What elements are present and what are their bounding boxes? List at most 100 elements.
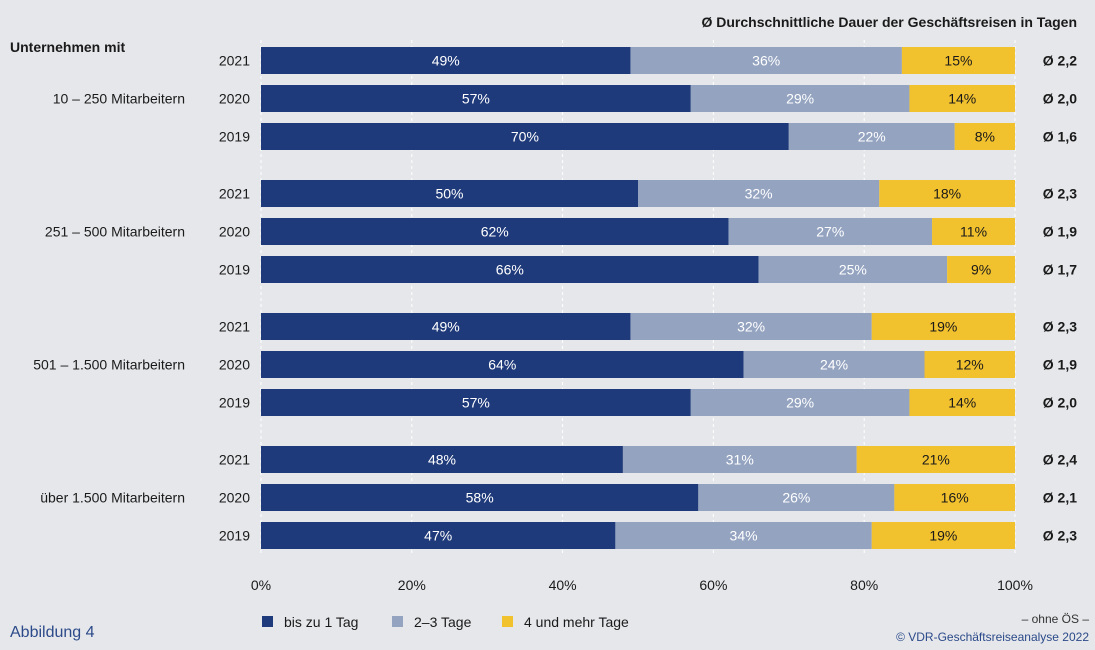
bar-segment bbox=[932, 218, 1015, 245]
bar-segment bbox=[728, 218, 933, 245]
bar-segment bbox=[901, 47, 1015, 74]
avg-value: Ø 1,7 bbox=[1043, 262, 1077, 278]
year-label: 2019 bbox=[219, 528, 250, 544]
bar-segment bbox=[630, 313, 872, 340]
avg-header: Ø Durchschnittliche Dauer der Geschäftsr… bbox=[701, 14, 1077, 30]
bar-segment bbox=[261, 389, 691, 416]
bar-segment bbox=[261, 218, 729, 245]
bar-segment bbox=[615, 522, 872, 549]
bar-value-label: 14% bbox=[948, 91, 976, 107]
bar-value-label: 9% bbox=[971, 262, 991, 278]
x-tick-label: 80% bbox=[850, 577, 878, 593]
bar-value-label: 16% bbox=[941, 490, 969, 506]
bar-segment bbox=[261, 85, 691, 112]
bar-segment bbox=[261, 47, 631, 74]
year-label: 2019 bbox=[219, 129, 250, 145]
bar-segment bbox=[894, 484, 1015, 511]
bar-segment bbox=[638, 180, 880, 207]
year-label: 2020 bbox=[219, 224, 250, 240]
group-label: über 1.500 Mitarbeitern bbox=[40, 490, 185, 506]
bar-segment bbox=[909, 85, 1015, 112]
bar-value-label: 49% bbox=[432, 53, 460, 69]
figure-label: Abbildung 4 bbox=[10, 624, 95, 641]
bar-value-label: 8% bbox=[975, 129, 995, 145]
avg-value: Ø 2,3 bbox=[1043, 319, 1077, 335]
row-header: Unternehmen mit bbox=[10, 39, 125, 55]
legend-label: 2–3 Tage bbox=[414, 614, 472, 630]
copyright: © VDR-Geschäftsreiseanalyse 2022 bbox=[896, 630, 1089, 644]
legend-swatch bbox=[502, 616, 513, 627]
legend-swatch bbox=[392, 616, 403, 627]
bar-segment bbox=[856, 446, 1015, 473]
bar-value-label: 62% bbox=[481, 224, 509, 240]
bar-value-label: 32% bbox=[745, 186, 773, 202]
year-label: 2021 bbox=[219, 53, 250, 69]
bar-value-label: 14% bbox=[948, 395, 976, 411]
bar-segment bbox=[788, 123, 955, 150]
year-label: 2019 bbox=[219, 262, 250, 278]
avg-value: Ø 2,0 bbox=[1043, 395, 1077, 411]
bar-value-label: 64% bbox=[488, 357, 516, 373]
year-label: 2020 bbox=[219, 490, 250, 506]
x-tick-label: 60% bbox=[699, 577, 727, 593]
bar-value-label: 31% bbox=[726, 452, 754, 468]
bar-segment bbox=[743, 351, 925, 378]
avg-value: Ø 2,3 bbox=[1043, 528, 1077, 544]
bar-value-label: 36% bbox=[752, 53, 780, 69]
bar-value-label: 18% bbox=[933, 186, 961, 202]
bar-segment bbox=[261, 313, 631, 340]
bar-segment bbox=[690, 389, 910, 416]
bar-segment bbox=[622, 446, 857, 473]
bar-value-label: 50% bbox=[435, 186, 463, 202]
bar-value-label: 49% bbox=[432, 319, 460, 335]
avg-value: Ø 1,9 bbox=[1043, 357, 1077, 373]
bar-value-label: 15% bbox=[944, 53, 972, 69]
bar-value-label: 19% bbox=[929, 528, 957, 544]
bar-segment bbox=[871, 522, 1015, 549]
bar-value-label: 34% bbox=[730, 528, 758, 544]
year-label: 2021 bbox=[219, 186, 250, 202]
bar-segment bbox=[758, 256, 948, 283]
bar-segment bbox=[261, 256, 759, 283]
legend-label: 4 und mehr Tage bbox=[524, 614, 629, 630]
bar-value-label: 47% bbox=[424, 528, 452, 544]
bar-segment bbox=[909, 389, 1015, 416]
year-label: 2021 bbox=[219, 452, 250, 468]
group-label: 251 – 500 Mitarbeitern bbox=[45, 224, 185, 240]
avg-value: Ø 2,3 bbox=[1043, 186, 1077, 202]
bar-segment bbox=[261, 123, 789, 150]
bar-value-label: 58% bbox=[466, 490, 494, 506]
avg-value: Ø 1,9 bbox=[1043, 224, 1077, 240]
x-tick-label: 40% bbox=[549, 577, 577, 593]
group-label: 501 – 1.500 Mitarbeitern bbox=[33, 357, 185, 373]
avg-value: Ø 2,2 bbox=[1043, 53, 1077, 69]
bar-value-label: 57% bbox=[462, 91, 490, 107]
x-tick-label: 0% bbox=[251, 577, 271, 593]
bar-segment bbox=[690, 85, 910, 112]
bar-value-label: 21% bbox=[922, 452, 950, 468]
bar-segment bbox=[947, 256, 1015, 283]
year-label: 2019 bbox=[219, 395, 250, 411]
bar-value-label: 57% bbox=[462, 395, 490, 411]
bar-value-label: 25% bbox=[839, 262, 867, 278]
avg-value: Ø 2,1 bbox=[1043, 490, 1077, 506]
bar-segment bbox=[261, 522, 616, 549]
avg-value: Ø 2,0 bbox=[1043, 91, 1077, 107]
bar-segment bbox=[261, 484, 699, 511]
x-tick-label: 20% bbox=[398, 577, 426, 593]
year-label: 2021 bbox=[219, 319, 250, 335]
year-label: 2020 bbox=[219, 91, 250, 107]
bar-value-label: 11% bbox=[960, 224, 987, 240]
bar-segment bbox=[879, 180, 1015, 207]
bar-segment bbox=[630, 47, 902, 74]
bar-value-label: 48% bbox=[428, 452, 456, 468]
footnote: – ohne ÖS – bbox=[1021, 612, 1089, 626]
bar-value-label: 12% bbox=[956, 357, 984, 373]
bar-segment bbox=[261, 180, 638, 207]
year-label: 2020 bbox=[219, 357, 250, 373]
group-label: 10 – 250 Mitarbeitern bbox=[53, 91, 185, 107]
bar-segment bbox=[261, 351, 744, 378]
bar-segment bbox=[924, 351, 1015, 378]
legend-swatch bbox=[262, 616, 273, 627]
